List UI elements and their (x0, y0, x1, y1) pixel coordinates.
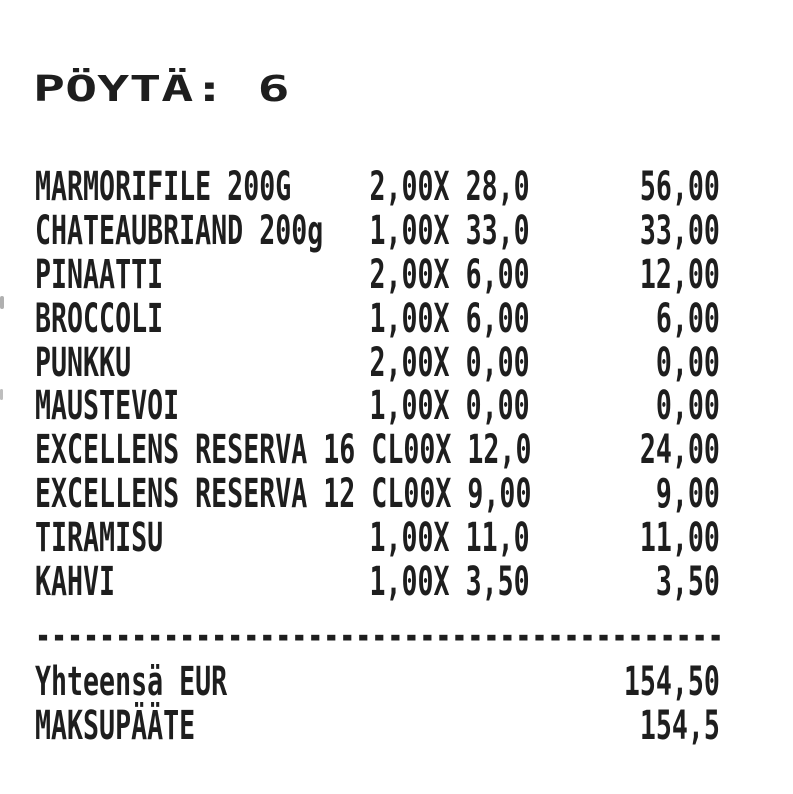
separator-dashed-line: ----------------------------------------… (35, 612, 724, 659)
item-qty-price: 1,00X 33,0 (369, 207, 530, 254)
receipt-item-row: EXCELLENS RESERVA 16 CL 00X 12,0 24,00 (35, 427, 720, 474)
receipt-item-row: PINAATTI 2,00X 6,00 12,00 (35, 251, 720, 298)
item-name: MARMORIFILE 200G (35, 164, 292, 210)
receipt-item-row: CHATEAUBRIAND 200g 1,00X 33,0 33,00 (35, 207, 720, 254)
receipt-item-row: KAHVI 1,00X 3,50 3,50 (35, 559, 720, 606)
receipt-item-row: BROCCOLI 1,00X 6,00 6,00 (35, 295, 720, 342)
item-name: KAHVI (35, 559, 116, 606)
item-name: PUNKKU (35, 339, 132, 386)
table-number-header: PÖYTÄ: 6 (33, 69, 290, 110)
item-name: TIRAMISU (35, 515, 164, 562)
item-name: EXCELLENS RESERVA 12 CL (35, 471, 404, 518)
item-qty-price: 1,00X 11,0 (369, 515, 530, 562)
receipt-item-row: TIRAMISU 1,00X 11,0 11,00 (35, 515, 720, 562)
receipt-item-row: MARMORIFILE 200G 2,00X 28,0 56,00 (35, 164, 720, 210)
total-row: Yhteensä EUR 154,50 (35, 658, 720, 705)
item-amount: 11,00 (639, 515, 720, 562)
item-amount: 33,00 (639, 207, 720, 254)
item-amount: 9,00 (655, 471, 720, 518)
item-amount: 3,50 (655, 559, 720, 606)
total-label: MAKSUPÄÄTE (35, 702, 196, 749)
total-label: Yhteensä EUR (35, 658, 228, 705)
item-qty-price: 2,00X 0,00 (369, 339, 530, 386)
item-qty-price: 1,00X 3,50 (369, 559, 530, 606)
scan-artifact (0, 389, 3, 400)
item-qty-price: 1,00X 0,00 (369, 383, 530, 430)
totals-section: Yhteensä EUR 154,50 MAKSUPÄÄTE 154,5 (0, 658, 793, 749)
item-name: MAUSTEVOI (35, 383, 180, 430)
item-qty-price: 1,00X 6,00 (369, 295, 530, 342)
receipt-item-row: EXCELLENS RESERVA 12 CL 00X 9,00 9,00 (35, 471, 720, 518)
receipt-item-row: PUNKKU 2,00X 0,00 0,00 (35, 339, 720, 386)
item-list: MARMORIFILE 200G 2,00X 28,0 56,00 CHATEA… (0, 164, 793, 606)
total-amount: 154,5 (639, 702, 720, 749)
scan-artifact (0, 296, 4, 309)
receipt-item-row: MAUSTEVOI 1,00X 0,00 0,00 (35, 385, 720, 429)
item-amount: 6,00 (655, 295, 720, 342)
item-amount: 0,00 (655, 383, 720, 430)
item-name: CHATEAUBRIAND 200g (35, 207, 324, 254)
item-amount: 56,00 (639, 164, 720, 210)
item-qty-price: 2,00X 28,0 (369, 164, 530, 210)
item-amount: 12,00 (639, 251, 720, 298)
item-name: EXCELLENS RESERVA 16 CL (35, 427, 404, 474)
total-row: MAKSUPÄÄTE 154,5 (35, 702, 720, 749)
total-amount: 154,50 (623, 658, 720, 705)
item-amount: 24,00 (639, 427, 720, 474)
item-qty-price: 00X 12,0 (403, 427, 532, 474)
item-name: PINAATTI (35, 251, 164, 298)
item-amount: 0,00 (655, 339, 720, 386)
item-qty-price: 2,00X 6,00 (369, 251, 530, 298)
item-qty-price: 00X 9,00 (403, 471, 532, 518)
item-name: BROCCOLI (35, 295, 164, 342)
